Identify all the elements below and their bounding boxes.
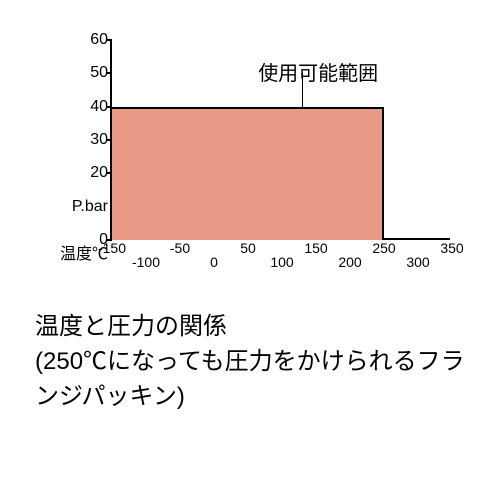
- x-tick-label: 300: [406, 254, 429, 270]
- x-tick-label: 50: [240, 240, 256, 256]
- x-tick-label: 0: [210, 254, 218, 270]
- leader-line: [302, 73, 303, 106]
- x-tick-label: 350: [440, 240, 463, 256]
- caption-line1: 温度と圧力の関係: [35, 310, 465, 345]
- y-tick-label: 20: [90, 164, 108, 182]
- caption-line2: (250℃になっても圧力をかけられるフランジパッキン): [35, 345, 465, 415]
- x-tick-label: 100: [270, 254, 293, 270]
- chart-container: 使用可能範囲 P.bar 温度℃ 02030405060-150-100-500…: [50, 40, 460, 280]
- usable-region: [112, 107, 384, 240]
- x-tick-label: -150: [98, 240, 126, 256]
- x-tick-label: -100: [132, 254, 160, 270]
- y-tick-label: 60: [90, 31, 108, 49]
- x-tick-label: 250: [372, 240, 395, 256]
- y-tick-label: 30: [90, 131, 108, 149]
- plot-area: 使用可能範囲 P.bar 温度℃ 02030405060-150-100-500…: [110, 40, 450, 240]
- y-tick-label: 40: [90, 98, 108, 116]
- x-tick-label: 200: [338, 254, 361, 270]
- y-tick-label: 50: [90, 64, 108, 82]
- y-axis-label: P.bar: [72, 198, 108, 216]
- region-label: 使用可能範囲: [258, 57, 378, 86]
- x-tick-label: 150: [304, 240, 327, 256]
- caption: 温度と圧力の関係 (250℃になっても圧力をかけられるフランジパッキン): [35, 310, 465, 414]
- x-tick-label: -50: [170, 240, 190, 256]
